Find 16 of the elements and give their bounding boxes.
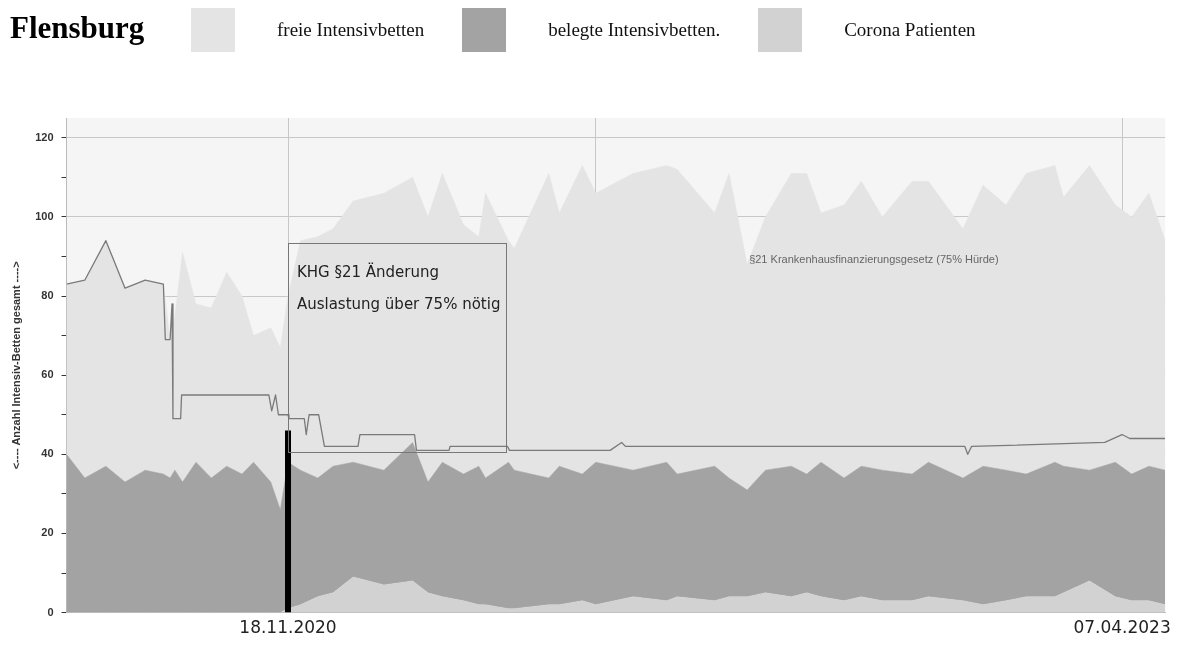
y-tick-label: 100 [35,209,54,222]
y-axis-title: <---- Anzahl Intensiv-Betten gesamt ----> [9,261,22,470]
legend-label: Corona Patienten [844,19,976,41]
y-tick-label: 20 [41,526,54,539]
y-tick-label: 80 [41,289,54,302]
x-tick-label: 18.11.2020 [239,617,337,638]
y-tick-label: 60 [41,368,54,381]
y-tick-label: 0 [47,605,54,618]
legend-label: belegte Intensivbetten. [548,19,721,41]
y-tick-label: 120 [35,130,54,143]
x-tick-label: 07.04.2023 [1073,617,1171,638]
callout-box: KHG §21 Änderung Auslastung über 75% nötig [287,243,507,453]
annotation: §21 Krankenhausfinanzierungsgesetz (75% Hürde) [749,253,999,266]
y-tick-label: 40 [41,447,54,460]
legend-label: freie Intensivbetten [277,19,425,41]
chart-title: Flensburg [10,10,145,46]
